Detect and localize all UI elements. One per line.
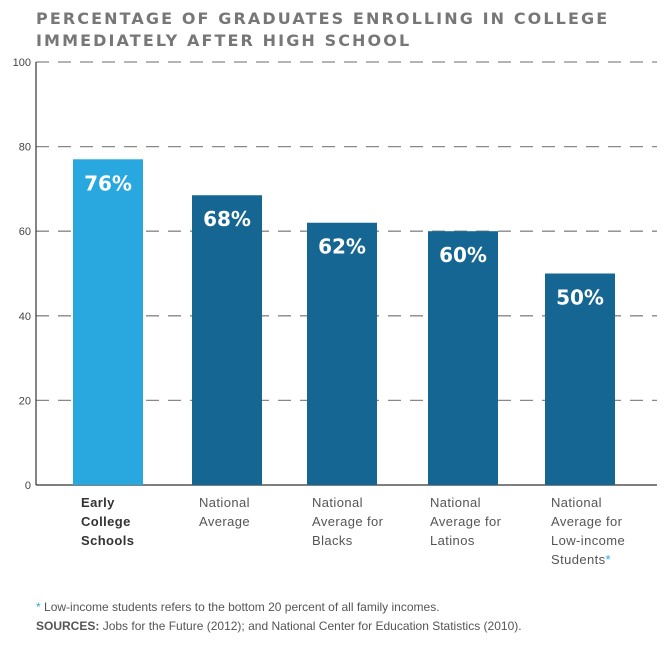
chart-title-line-1: PERCENTAGE OF GRADUATES ENROLLING IN COL… bbox=[36, 9, 610, 28]
data-label-1: 76% bbox=[84, 171, 132, 195]
y-tick-label-80: 80 bbox=[19, 142, 31, 154]
y-tick-label-100: 100 bbox=[13, 57, 31, 69]
footnote: * Low-income students refers to the bott… bbox=[36, 600, 656, 614]
category-label-low-income: National Average for Low-income Students… bbox=[551, 495, 626, 567]
chart-title: PERCENTAGE OF GRADUATES ENROLLING IN COL… bbox=[36, 8, 636, 52]
category-label-blacks: National Average for Blacks bbox=[312, 495, 384, 548]
y-tick-label-0: 0 bbox=[25, 480, 31, 492]
data-label-5: 50% bbox=[556, 286, 604, 310]
footnote-text: Low-income students refers to the bottom… bbox=[44, 600, 440, 614]
footnote-star: * bbox=[36, 600, 41, 614]
bar-3 bbox=[307, 222, 377, 486]
chart-title-line-2: IMMEDIATELY AFTER HIGH SCHOOL bbox=[36, 31, 412, 50]
data-label-4: 60% bbox=[439, 243, 487, 267]
sources-text: Jobs for the Future (2012); and National… bbox=[102, 619, 522, 633]
y-tick-label-40: 40 bbox=[19, 311, 31, 323]
category-label-latinos: National Average for Latinos bbox=[430, 495, 502, 548]
y-tick-label-60: 60 bbox=[19, 226, 31, 238]
data-label-3: 62% bbox=[318, 235, 366, 259]
bar-2 bbox=[192, 195, 262, 485]
data-label-2: 68% bbox=[203, 207, 251, 231]
sources-note: SOURCES: Jobs for the Future (2012); and… bbox=[36, 619, 656, 633]
y-tick-label-20: 20 bbox=[19, 395, 31, 407]
bar-4 bbox=[428, 231, 498, 485]
bar-5 bbox=[545, 273, 615, 485]
sources-label: SOURCES: bbox=[36, 619, 100, 633]
category-label-early-college: Early College Schools bbox=[81, 495, 135, 548]
footnote-marker: * bbox=[605, 552, 611, 567]
category-label-national-average: National Average bbox=[199, 495, 250, 529]
bar-1 bbox=[73, 159, 143, 486]
